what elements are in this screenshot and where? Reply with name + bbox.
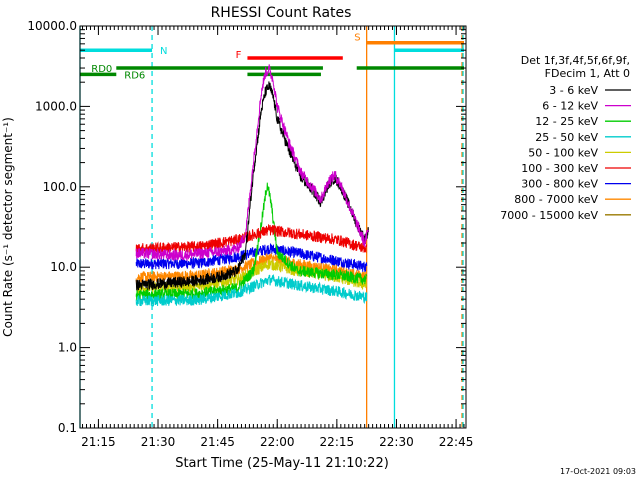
legend-entry-label: 100 - 300 keV (521, 162, 598, 175)
segment-label: RD0 (91, 64, 112, 75)
y-tick-label: 1.0 (58, 341, 77, 355)
legend-entry-label: 7000 - 15000 keV (500, 209, 598, 222)
segment-label: S (354, 33, 360, 44)
x-tick-label: 21:30 (141, 435, 176, 449)
legend: Det 1f,3f,4f,5f,6f,9f,FDecim 1, Att 0 3 -… (500, 54, 631, 222)
x-tick-label: 22:45 (439, 435, 474, 449)
x-tick-label: 22:15 (320, 435, 355, 449)
x-tick-label: 22:30 (379, 435, 414, 449)
series-line (135, 182, 368, 301)
segment-label: RD6 (124, 70, 145, 81)
timestamp: 17-Oct-2021 09:03 (560, 467, 636, 476)
y-tick-label: 100.0 (43, 180, 77, 194)
legend-entry-label: 50 - 100 keV (528, 146, 598, 159)
y-tick-label: 0.1 (58, 421, 77, 435)
series-line (135, 81, 369, 291)
x-axis-label: Start Time (25-May-11 21:10:22) (175, 456, 389, 471)
data-series (135, 64, 369, 307)
legend-entry-label: 6 - 12 keV (542, 100, 598, 113)
y-tick-label: 10.0 (50, 260, 77, 274)
y-tick-label: 1000.0 (35, 99, 77, 113)
x-axis: 21:15 21:30 21:45 22:00 22:15 22:30 22:45 (81, 26, 473, 449)
segment-label: N (160, 46, 167, 57)
x-tick-label: 21:15 (81, 435, 116, 449)
chart-title: RHESSI Count Rates (211, 5, 352, 21)
legend-entry-label: 25 - 50 keV (535, 131, 598, 144)
legend-entry-label: 300 - 800 keV (521, 178, 598, 191)
series-line (135, 274, 368, 307)
segment-label: F (236, 50, 242, 61)
x-tick-label: 22:00 (260, 435, 295, 449)
attenuator-decimation-segments: N S F RD0 RD6 (80, 33, 465, 81)
legend-entry-label: 3 - 6 keV (549, 84, 598, 97)
series-line (135, 243, 368, 273)
series-line (135, 252, 368, 285)
legend-entry-label: 800 - 7000 keV (514, 193, 598, 206)
legend-header: Det 1f,3f,4f,5f,6f,9f, (521, 54, 630, 67)
series-line (135, 259, 367, 294)
legend-entry-label: 12 - 25 keV (535, 115, 598, 128)
legend-header: FDecim 1, Att 0 (545, 67, 630, 80)
y-axis-label: Count Rate (s⁻¹ detector segment⁻¹) (1, 117, 15, 337)
x-tick-label: 21:45 (200, 435, 235, 449)
series-line (135, 223, 368, 255)
series-line (135, 64, 369, 261)
y-tick-label: 10000.0 (27, 19, 77, 33)
